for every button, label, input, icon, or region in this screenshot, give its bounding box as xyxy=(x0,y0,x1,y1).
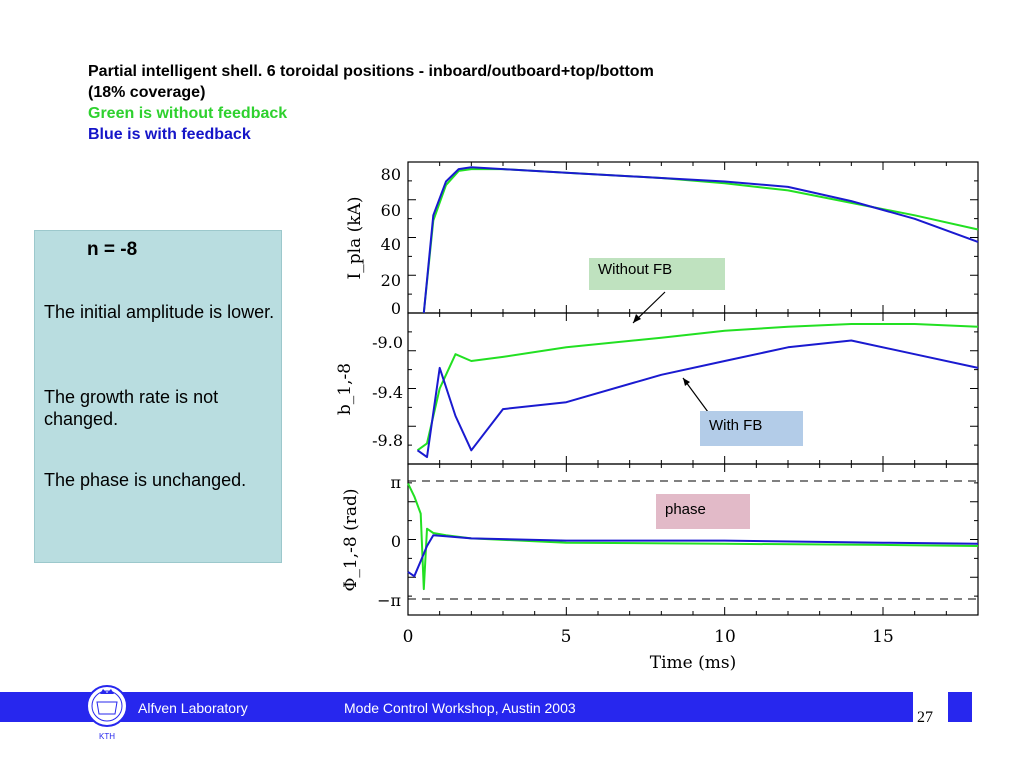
xtick-0: 0 xyxy=(403,627,414,647)
footer-lab-name: Alfven Laboratory xyxy=(138,700,248,716)
time-traces-figure: 80 60 40 20 0 -9.0 -9.4 -9.8 π 0 −π 0 5 … xyxy=(335,161,979,673)
without-fb-callout: Without FB xyxy=(589,258,725,290)
ytick-80: 80 xyxy=(381,165,401,184)
ytick-minus-9-8: -9.8 xyxy=(372,431,403,450)
title-line-blue: Blue is with feedback xyxy=(88,126,251,143)
ytick-minus-pi: −π xyxy=(377,591,401,610)
title-line-2: (18% coverage) xyxy=(88,84,206,101)
panel-current-frame xyxy=(407,161,979,314)
y-axis-label-phase: Φ_1,-8 (rad) xyxy=(341,488,361,591)
ytick-60: 60 xyxy=(381,201,401,220)
ytick-40: 40 xyxy=(381,235,401,254)
ytick-minus-9-0: -9.0 xyxy=(372,333,403,352)
summary-growth-rate: The growth rate is not changed. xyxy=(44,387,219,429)
y-axis-label-current: I_pla (kA) xyxy=(345,197,365,280)
ytick-20: 20 xyxy=(381,271,401,290)
title-line-green: Green is without feedback xyxy=(88,105,288,122)
ytick-zero-phase: 0 xyxy=(391,532,401,551)
kth-logo-icon: KTH xyxy=(86,685,128,741)
footer-workshop: Mode Control Workshop, Austin 2003 xyxy=(344,700,576,716)
summary-box: n = -8 The initial amplitude is lower. T… xyxy=(34,230,282,563)
with-fb-arrowhead xyxy=(683,378,690,386)
trace-panel2-green xyxy=(416,323,979,452)
y-axis-label-amplitude: b_1,-8 xyxy=(335,363,355,415)
corner-square xyxy=(948,692,972,722)
xtick-5: 5 xyxy=(561,627,572,647)
mode-number-label: n = -8 xyxy=(87,239,138,260)
xtick-10: 10 xyxy=(714,627,736,647)
x-axis-label: Time (ms) xyxy=(650,653,736,673)
trace-panel3-green xyxy=(407,482,979,591)
footer-bar: Alfven Laboratory Mode Control Workshop,… xyxy=(0,692,913,722)
panel-amplitude-frame xyxy=(407,312,979,465)
trace-panel2-blue xyxy=(416,339,979,459)
summary-phase: The phase is unchanged. xyxy=(44,470,247,490)
with-fb-callout: With FB xyxy=(700,411,803,446)
trace-panel1-blue xyxy=(422,166,979,314)
xtick-15: 15 xyxy=(872,627,894,647)
summary-amplitude: The initial amplitude is lower. xyxy=(44,302,275,322)
ytick-pi: π xyxy=(390,473,401,492)
phase-callout: phase xyxy=(656,494,750,529)
data-traces xyxy=(407,166,979,591)
title-line-1: Partial intelligent shell. 6 toroidal po… xyxy=(88,63,654,80)
page-number: 27 xyxy=(917,709,933,726)
slide-title: Partial intelligent shell. 6 toroidal po… xyxy=(88,61,848,145)
trace-panel1-green xyxy=(422,168,979,314)
without-fb-arrowhead xyxy=(633,314,641,323)
trace-panel3-blue xyxy=(407,534,979,578)
svg-text:KTH: KTH xyxy=(99,732,115,741)
axis-ticks xyxy=(407,161,979,616)
ytick-0: 0 xyxy=(391,299,401,318)
ytick-minus-9-4: -9.4 xyxy=(372,383,403,402)
